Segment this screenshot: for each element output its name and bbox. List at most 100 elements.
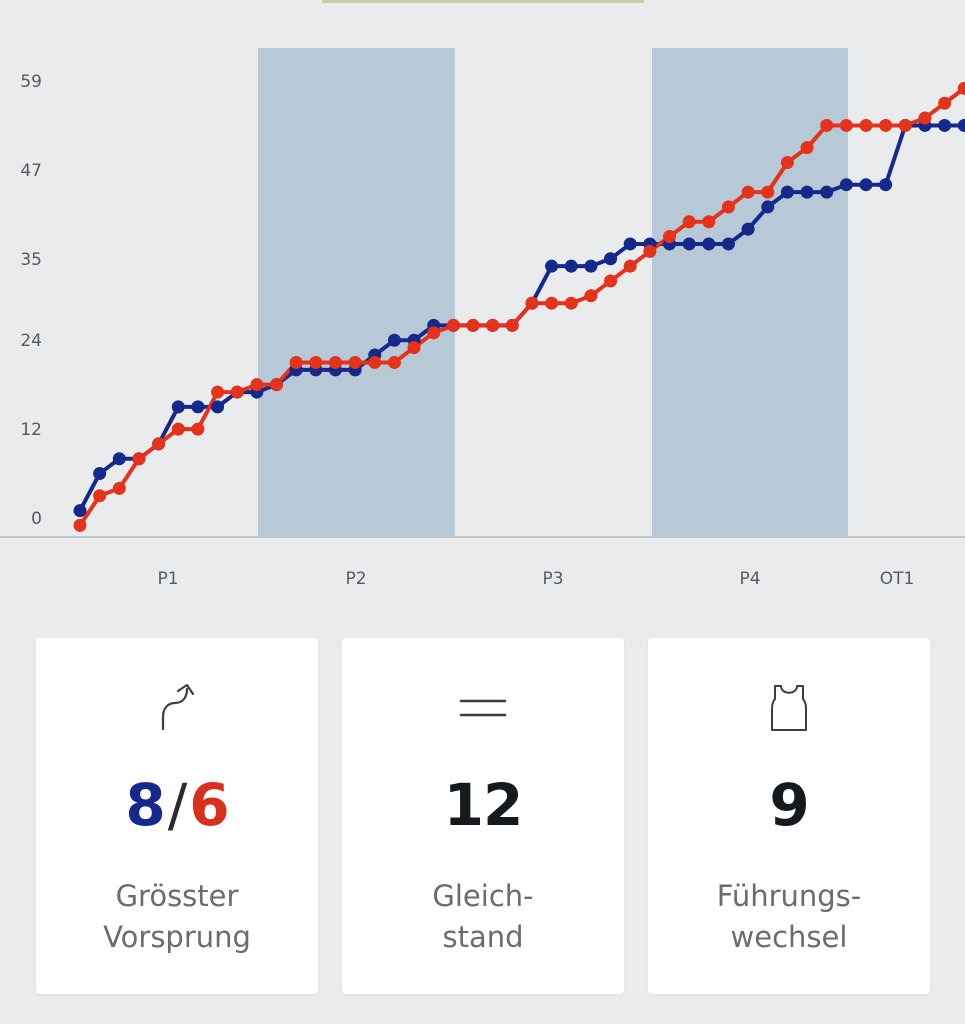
x-tick-label: P3 <box>542 569 563 589</box>
data-point-red <box>250 378 264 392</box>
data-point-red <box>230 385 244 399</box>
data-point-red <box>859 118 873 132</box>
data-point-red <box>898 118 912 132</box>
lead-changes-card: 9 Führungs- wechsel <box>648 638 930 994</box>
data-point-red <box>387 355 401 369</box>
data-point-blue <box>741 222 755 236</box>
data-point-red <box>702 215 716 229</box>
data-point-red <box>839 118 853 132</box>
label-line-2: stand <box>442 920 524 954</box>
ties-label: Gleich- stand <box>342 876 624 958</box>
label-line-1: Gleich- <box>432 879 534 913</box>
data-point-red <box>938 96 952 110</box>
y-tick-label: 12 <box>20 420 42 440</box>
data-point-red <box>525 296 539 310</box>
curved-arrow-up-right-icon <box>36 678 318 738</box>
data-point-blue <box>211 400 225 414</box>
biggest-lead-value: 8/6 <box>36 770 318 840</box>
data-point-blue <box>761 200 775 214</box>
data-point-red <box>466 318 480 332</box>
period-band-p2 <box>258 48 455 537</box>
data-point-blue <box>682 237 696 251</box>
lead-red-value: 6 <box>189 771 229 839</box>
data-point-red <box>73 518 87 532</box>
x-tick-label: P1 <box>157 569 178 589</box>
data-point-blue <box>938 118 952 132</box>
data-point-blue <box>879 178 893 192</box>
biggest-lead-label: Grösster Vorsprung <box>36 876 318 958</box>
data-point-blue <box>191 400 205 414</box>
data-point-blue <box>623 237 637 251</box>
data-point-red <box>191 422 205 436</box>
data-point-red <box>132 452 146 466</box>
ties-card: 12 Gleich- stand <box>342 638 624 994</box>
x-tick-label: P4 <box>739 569 760 589</box>
data-point-blue <box>780 185 794 199</box>
data-point-red <box>289 355 303 369</box>
data-point-red <box>446 318 460 332</box>
period-band-p4 <box>652 48 848 537</box>
data-point-red <box>545 296 559 310</box>
data-point-red <box>112 481 126 495</box>
data-point-red <box>820 118 834 132</box>
lead-changes-label: Führungs- wechsel <box>648 876 930 958</box>
data-point-red <box>407 341 421 355</box>
biggest-lead-card: 8/6 Grösster Vorsprung <box>36 638 318 994</box>
data-point-red <box>682 215 696 229</box>
y-tick-label: 59 <box>20 72 42 92</box>
data-point-blue <box>112 452 126 466</box>
data-point-red <box>800 141 814 155</box>
ties-value: 12 <box>443 771 524 839</box>
data-point-red <box>918 111 932 125</box>
score-progression-chart: 0 12 24 35 47 59 P1 P2 P3 P4 OT1 <box>0 48 965 589</box>
data-point-blue <box>957 118 965 132</box>
data-point-blue <box>93 467 107 481</box>
data-point-blue <box>604 252 618 266</box>
data-point-red <box>309 355 323 369</box>
equals-icon <box>342 678 624 738</box>
data-point-blue <box>839 178 853 192</box>
data-point-red <box>328 355 342 369</box>
data-point-red <box>486 318 500 332</box>
data-point-red <box>348 355 362 369</box>
label-line-2: Vorsprung <box>103 920 251 954</box>
data-point-blue <box>171 400 185 414</box>
data-point-blue <box>702 237 716 251</box>
lead-changes-value: 9 <box>769 771 809 839</box>
data-point-red <box>879 118 893 132</box>
data-point-red <box>721 200 735 214</box>
data-point-red <box>211 385 225 399</box>
series-line-red <box>78 86 965 528</box>
data-point-red <box>957 81 965 95</box>
tab-indicator <box>322 0 644 3</box>
data-point-red <box>93 489 107 503</box>
jersey-icon <box>648 678 930 738</box>
data-point-blue <box>859 178 873 192</box>
data-point-red <box>171 422 185 436</box>
label-line-1: Grösster <box>115 879 239 913</box>
lead-blue-value: 8 <box>125 771 165 839</box>
data-point-red <box>152 437 166 451</box>
data-point-blue <box>545 259 559 273</box>
data-point-red <box>623 259 637 273</box>
x-tick-label: P2 <box>345 569 366 589</box>
data-point-red <box>761 185 775 199</box>
data-point-red <box>741 185 755 199</box>
label-line-1: Führungs- <box>716 879 862 913</box>
y-tick-label: 24 <box>20 331 42 351</box>
data-point-red <box>505 318 519 332</box>
data-point-red <box>604 274 618 288</box>
x-tick-label: OT1 <box>880 569 915 589</box>
data-point-blue <box>800 185 814 199</box>
y-tick-label: 35 <box>20 250 42 270</box>
data-point-red <box>427 326 441 340</box>
data-point-blue <box>387 333 401 347</box>
data-point-red <box>643 244 657 258</box>
lead-separator: / <box>167 771 188 839</box>
data-point-blue <box>584 259 598 273</box>
label-line-2: wechsel <box>730 920 848 954</box>
data-point-red <box>564 296 578 310</box>
data-point-blue <box>820 185 834 199</box>
y-tick-label: 47 <box>20 161 42 181</box>
data-point-red <box>663 230 676 244</box>
